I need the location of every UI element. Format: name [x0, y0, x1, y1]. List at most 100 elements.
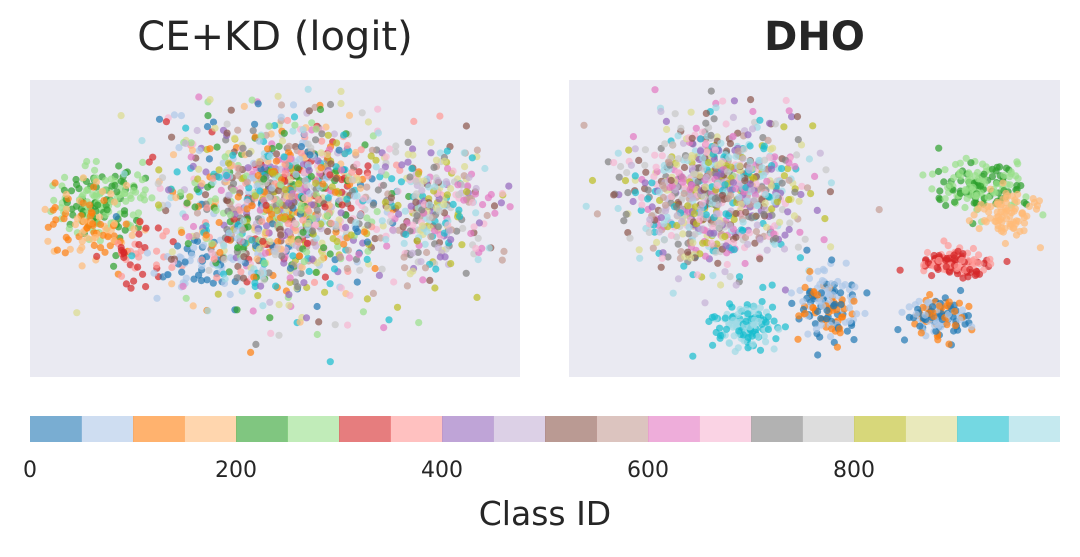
colorbar-segment	[751, 416, 803, 442]
scatter-point	[337, 166, 345, 174]
scatter-point	[506, 203, 514, 211]
scatter-point	[223, 120, 231, 128]
scatter-point	[1001, 239, 1009, 248]
scatter-point	[326, 358, 334, 366]
scatter-point	[139, 158, 147, 166]
scatter-point	[814, 351, 822, 359]
scatter-point	[400, 253, 408, 261]
scatter-point	[827, 243, 835, 251]
scatter-point	[251, 192, 260, 200]
scatter-point	[309, 227, 317, 235]
scatter-point	[740, 145, 748, 153]
scatter-point	[787, 289, 795, 297]
scatter-point	[666, 183, 674, 191]
scatter-point	[305, 267, 313, 275]
scatter-point	[861, 309, 869, 318]
scatter-point	[280, 129, 288, 137]
scatter-point	[702, 109, 710, 117]
scatter-point	[646, 215, 654, 224]
scatter-point	[317, 164, 325, 172]
scatter-point	[367, 152, 375, 160]
scatter-point	[735, 193, 743, 201]
scatter-point	[454, 181, 462, 189]
scatter-point	[748, 186, 756, 194]
scatter-point	[928, 170, 937, 178]
scatter-point	[941, 166, 949, 174]
scatter-point	[341, 150, 349, 158]
scatter-point	[373, 208, 381, 216]
scatter-point	[126, 192, 134, 200]
scatter-point	[778, 179, 786, 187]
scatter-point	[394, 187, 402, 195]
scatter-point	[456, 212, 464, 221]
colorbar-segment	[339, 416, 391, 442]
scatter-point	[314, 196, 322, 204]
scatter-point	[665, 159, 673, 167]
scatter-point	[354, 176, 362, 184]
scatter-point	[705, 158, 713, 167]
scatter-point	[763, 246, 771, 254]
scatter-point	[659, 193, 667, 201]
scatter-point	[658, 254, 666, 262]
scatter-point	[303, 239, 311, 247]
scatter-point	[326, 100, 335, 109]
scatter-point	[148, 194, 156, 202]
scatter-point	[791, 162, 799, 171]
scatter-point	[234, 193, 242, 201]
scatter-point	[266, 298, 274, 306]
scatter-point	[1008, 192, 1016, 200]
scatter-point	[312, 221, 320, 229]
scatter-point	[916, 322, 924, 330]
scatter-point	[975, 225, 983, 233]
scatter-point	[340, 131, 348, 139]
scatter-point	[919, 171, 927, 179]
scatter-point	[926, 291, 934, 299]
scatter-point	[284, 199, 293, 207]
scatter-point	[404, 138, 412, 146]
scatter-point	[149, 153, 157, 161]
scatter-point	[997, 200, 1005, 208]
scatter-point	[839, 313, 847, 321]
scatter-point	[324, 194, 332, 202]
scatter-point	[250, 273, 258, 281]
scatter-point	[136, 218, 144, 226]
scatter-point	[254, 292, 262, 300]
scatter-point	[420, 177, 428, 185]
scatter-point	[459, 224, 467, 232]
scatter-point	[974, 175, 982, 183]
scatter-point	[265, 269, 273, 277]
scatter-point	[784, 208, 792, 216]
scatter-point	[326, 280, 334, 288]
scatter-point	[826, 333, 835, 341]
scatter-point	[289, 252, 297, 260]
scatter-point	[178, 268, 186, 276]
scatter-point	[701, 299, 709, 307]
scatter-point	[776, 218, 784, 226]
colorbar-segment	[390, 416, 443, 442]
scatter-point	[51, 179, 59, 187]
scatter-point	[460, 196, 468, 204]
scatter-point	[347, 204, 355, 212]
scatter-point	[836, 325, 844, 333]
scatter-point	[781, 323, 789, 331]
scatter-point	[976, 182, 985, 190]
scatter-point	[767, 145, 775, 153]
scatter-point	[231, 134, 239, 142]
scatter-point	[378, 217, 386, 225]
colorbar-segment	[30, 416, 82, 442]
scatter-point	[673, 203, 681, 211]
scatter-point	[719, 191, 727, 199]
scatter-point	[101, 176, 110, 185]
scatter-point	[295, 180, 303, 188]
scatter-point	[206, 145, 214, 153]
scatter-point	[723, 260, 731, 269]
scatter-point	[442, 178, 450, 186]
scatter-point	[399, 223, 407, 231]
scatter-point	[785, 107, 793, 115]
scatter-point	[364, 172, 372, 180]
scatter-point	[710, 155, 718, 164]
scatter-point	[975, 251, 983, 259]
scatter-point	[823, 306, 831, 314]
scatter-point	[372, 156, 380, 164]
scatter-point	[307, 172, 315, 180]
